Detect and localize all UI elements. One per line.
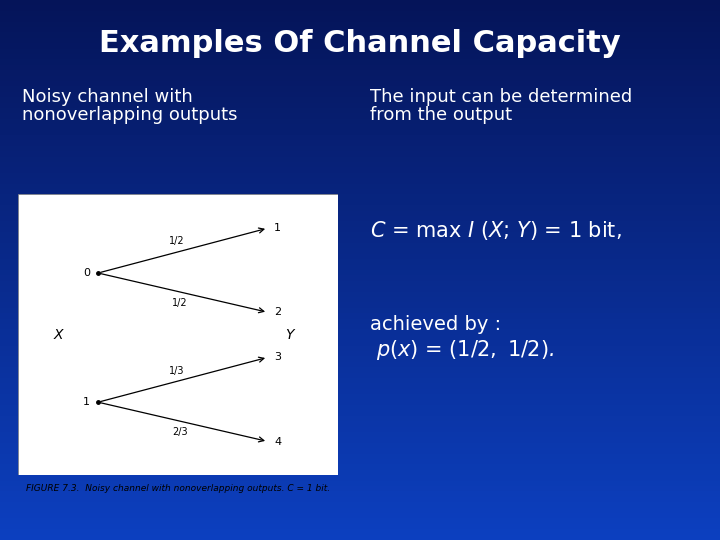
Text: 1/2: 1/2 xyxy=(168,237,184,246)
Text: from the output: from the output xyxy=(370,106,512,124)
Text: 4: 4 xyxy=(274,436,282,447)
Text: 1/2: 1/2 xyxy=(172,298,188,308)
Text: 3: 3 xyxy=(274,352,282,362)
Text: $p(x)$ = $(1/2,\ 1/2)$.: $p(x)$ = $(1/2,\ 1/2)$. xyxy=(376,338,554,362)
FancyBboxPatch shape xyxy=(18,194,338,475)
Text: 2/3: 2/3 xyxy=(172,428,188,437)
Text: The input can be determined: The input can be determined xyxy=(370,88,632,106)
Text: Examples Of Channel Capacity: Examples Of Channel Capacity xyxy=(99,29,621,57)
Text: FIGURE 7.3.  Noisy channel with nonoverlapping outputs. C = 1 bit.: FIGURE 7.3. Noisy channel with nonoverla… xyxy=(26,484,330,492)
Text: 1/3: 1/3 xyxy=(169,366,184,375)
Text: $X$: $X$ xyxy=(53,328,66,342)
Text: 1: 1 xyxy=(83,397,90,407)
Text: nonoverlapping outputs: nonoverlapping outputs xyxy=(22,106,238,124)
Text: $Y$: $Y$ xyxy=(284,328,296,342)
Text: 0: 0 xyxy=(83,268,90,278)
Text: 1: 1 xyxy=(274,223,282,233)
Text: 2: 2 xyxy=(274,307,282,318)
Text: $C$ = max $I$ ($X$; $Y$) = 1 bit,: $C$ = max $I$ ($X$; $Y$) = 1 bit, xyxy=(370,219,622,241)
Text: achieved by :: achieved by : xyxy=(370,315,501,334)
Text: Noisy channel with: Noisy channel with xyxy=(22,88,193,106)
